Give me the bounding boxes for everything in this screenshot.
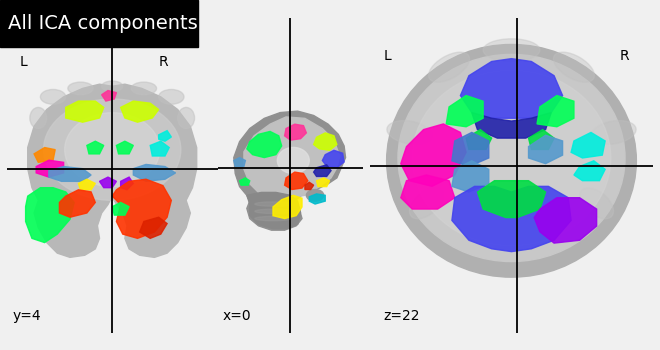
Polygon shape: [49, 167, 91, 181]
Ellipse shape: [591, 121, 636, 144]
Polygon shape: [314, 165, 331, 176]
Polygon shape: [305, 182, 314, 189]
Polygon shape: [116, 141, 133, 154]
Ellipse shape: [483, 39, 540, 62]
Polygon shape: [537, 96, 574, 127]
Polygon shape: [452, 186, 571, 252]
Polygon shape: [452, 161, 489, 192]
Ellipse shape: [102, 81, 123, 92]
Polygon shape: [158, 131, 172, 141]
Polygon shape: [472, 113, 551, 138]
Polygon shape: [574, 161, 605, 181]
Ellipse shape: [131, 82, 156, 95]
Polygon shape: [284, 124, 306, 140]
Ellipse shape: [409, 188, 444, 219]
Polygon shape: [310, 194, 325, 204]
Polygon shape: [401, 175, 455, 209]
Polygon shape: [247, 132, 282, 158]
Text: z=22: z=22: [384, 309, 420, 323]
Polygon shape: [59, 190, 95, 217]
Polygon shape: [317, 178, 329, 187]
Polygon shape: [234, 111, 346, 230]
Polygon shape: [322, 150, 344, 168]
Polygon shape: [112, 179, 172, 238]
Polygon shape: [234, 158, 246, 166]
Text: L: L: [19, 55, 27, 69]
Polygon shape: [446, 96, 483, 127]
Text: All ICA components: All ICA components: [8, 14, 198, 33]
Polygon shape: [571, 132, 605, 158]
Polygon shape: [100, 177, 116, 188]
Ellipse shape: [428, 52, 469, 82]
Polygon shape: [461, 59, 562, 118]
Polygon shape: [477, 181, 546, 218]
Ellipse shape: [255, 209, 291, 214]
Ellipse shape: [554, 52, 595, 82]
Ellipse shape: [387, 44, 636, 277]
Ellipse shape: [44, 99, 181, 200]
Polygon shape: [529, 135, 562, 164]
Ellipse shape: [412, 70, 610, 246]
Text: y=4: y=4: [13, 309, 42, 323]
Polygon shape: [87, 141, 104, 154]
Text: x=0: x=0: [222, 309, 251, 323]
Polygon shape: [36, 160, 63, 177]
Text: R: R: [158, 55, 168, 69]
Polygon shape: [112, 202, 129, 215]
Polygon shape: [452, 132, 489, 167]
Ellipse shape: [30, 107, 47, 128]
Polygon shape: [150, 141, 169, 156]
Ellipse shape: [178, 107, 195, 128]
Polygon shape: [66, 101, 104, 122]
Polygon shape: [284, 172, 308, 189]
Ellipse shape: [277, 147, 310, 174]
Polygon shape: [240, 178, 249, 185]
Polygon shape: [121, 177, 133, 190]
Polygon shape: [34, 148, 55, 162]
Polygon shape: [466, 130, 492, 149]
Polygon shape: [247, 193, 300, 229]
Ellipse shape: [255, 216, 291, 221]
Ellipse shape: [65, 113, 160, 187]
Polygon shape: [102, 91, 116, 101]
Polygon shape: [244, 117, 340, 198]
Polygon shape: [28, 84, 197, 257]
Ellipse shape: [255, 202, 291, 206]
Ellipse shape: [40, 90, 66, 104]
Polygon shape: [26, 188, 74, 243]
Polygon shape: [79, 179, 95, 190]
Ellipse shape: [158, 90, 184, 104]
Polygon shape: [121, 101, 158, 122]
Text: L: L: [384, 49, 391, 63]
Ellipse shape: [306, 189, 324, 201]
Text: R: R: [619, 49, 629, 63]
Polygon shape: [529, 130, 554, 149]
Polygon shape: [273, 195, 302, 218]
Polygon shape: [401, 124, 466, 186]
Polygon shape: [534, 198, 597, 243]
Ellipse shape: [579, 188, 614, 219]
Ellipse shape: [398, 54, 625, 261]
Polygon shape: [140, 217, 167, 238]
Ellipse shape: [387, 121, 432, 144]
Polygon shape: [133, 164, 176, 181]
Ellipse shape: [68, 82, 93, 95]
Polygon shape: [314, 133, 337, 150]
